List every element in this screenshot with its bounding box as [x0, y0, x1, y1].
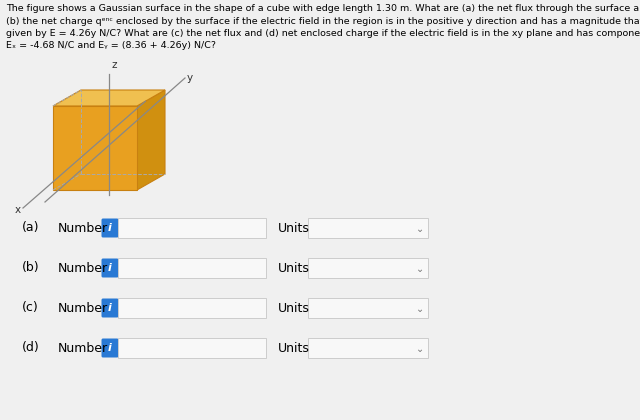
Text: The figure shows a Gaussian surface in the shape of a cube with edge length 1.30: The figure shows a Gaussian surface in t… — [6, 4, 640, 13]
Text: given by E = 4.26y N/C? What are (c) the net flux and (d) net enclosed charge if: given by E = 4.26y N/C? What are (c) the… — [6, 29, 640, 38]
Text: i: i — [108, 223, 112, 233]
Bar — [308, 218, 428, 238]
Text: Number: Number — [58, 341, 108, 354]
Text: Units: Units — [278, 302, 310, 315]
Text: i: i — [108, 263, 112, 273]
FancyBboxPatch shape — [102, 299, 118, 318]
Text: Eₓ = -4.68 N/C and Eᵧ = (8.36 + 4.26y) N/C?: Eₓ = -4.68 N/C and Eᵧ = (8.36 + 4.26y) N… — [6, 42, 216, 50]
Text: z: z — [111, 60, 116, 70]
Text: (b): (b) — [22, 262, 40, 275]
Text: ⌄: ⌄ — [416, 344, 424, 354]
Text: Number: Number — [58, 262, 108, 275]
Text: Units: Units — [278, 221, 310, 234]
Polygon shape — [53, 90, 165, 106]
Bar — [308, 298, 428, 318]
Text: (d): (d) — [22, 341, 40, 354]
FancyBboxPatch shape — [102, 339, 118, 357]
Polygon shape — [53, 106, 137, 190]
Text: Units: Units — [278, 262, 310, 275]
Bar — [308, 338, 428, 358]
Bar — [308, 258, 428, 278]
Text: (a): (a) — [22, 221, 40, 234]
Text: Number: Number — [58, 221, 108, 234]
Text: (b) the net charge qᵉⁿᶜ enclosed by the surface if the electric field in the reg: (b) the net charge qᵉⁿᶜ enclosed by the … — [6, 16, 640, 26]
Bar — [118, 218, 266, 238]
Text: x: x — [15, 205, 21, 215]
FancyBboxPatch shape — [102, 218, 118, 237]
Text: i: i — [108, 343, 112, 353]
Bar — [118, 258, 266, 278]
Text: (c): (c) — [22, 302, 39, 315]
Polygon shape — [137, 90, 165, 190]
Bar — [118, 338, 266, 358]
Text: i: i — [108, 303, 112, 313]
Text: y: y — [187, 73, 193, 83]
Text: ⌄: ⌄ — [416, 304, 424, 314]
Text: ⌄: ⌄ — [416, 264, 424, 274]
Text: Number: Number — [58, 302, 108, 315]
FancyBboxPatch shape — [102, 258, 118, 278]
Text: Units: Units — [278, 341, 310, 354]
Text: ⌄: ⌄ — [416, 224, 424, 234]
Bar — [118, 298, 266, 318]
